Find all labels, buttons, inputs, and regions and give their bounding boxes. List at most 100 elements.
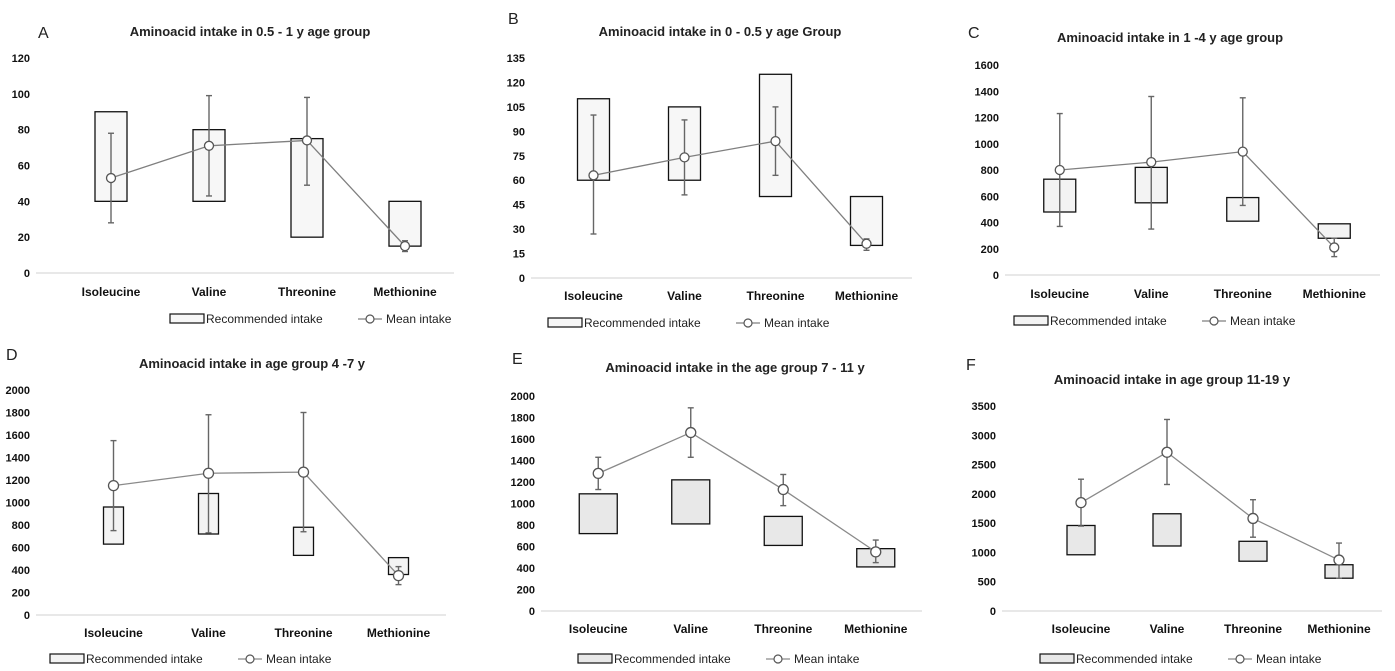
mean-intake-line <box>1080 451 1340 561</box>
legend: Recommended intake Mean intake <box>169 312 452 326</box>
x-category-label: Isoleucine <box>1030 287 1089 301</box>
recommended-bar-methionine <box>849 195 884 247</box>
y-tick-label: 0 <box>24 610 30 622</box>
x-category-label: Isoleucine <box>84 626 143 640</box>
panel-letter: D <box>6 347 18 364</box>
mean-point-methionine <box>1329 242 1340 253</box>
y-tick-label: 1600 <box>6 430 30 442</box>
mean-intake-line <box>597 431 877 553</box>
y-tick-label: 0 <box>529 606 535 618</box>
chart-title: Aminoacid intake in the age group 7 - 11… <box>605 360 865 375</box>
y-tick-label: 20 <box>18 232 30 244</box>
legend-swatch-recommended <box>169 313 205 324</box>
y-tick-label: 1200 <box>975 113 999 125</box>
x-category-label: Methionine <box>844 622 908 636</box>
y-tick-label: 3000 <box>972 430 996 442</box>
x-category-label: Methionine <box>373 285 437 299</box>
y-tick-label: 800 <box>517 520 535 532</box>
chart-panel-d: D Aminoacid intake in age group 4 -7 y 0 20… <box>6 347 446 666</box>
legend: Recommended intake Mean intake <box>547 316 830 330</box>
chart-panel-a: A Aminoacid intake in 0.5 - 1 y age group… <box>12 24 454 326</box>
y-tick-label: 800 <box>981 165 999 177</box>
y-tick-label: 100 <box>12 89 30 101</box>
x-category-label: Methionine <box>1307 622 1371 636</box>
y-tick-label: 0 <box>993 270 999 282</box>
legend-label-recommended: Recommended intake <box>1050 314 1167 328</box>
chart-title: Aminoacid intake in 1 -4 y age group <box>1057 30 1283 45</box>
legend-label-mean: Mean intake <box>1256 652 1322 666</box>
mean-point-isoleucine <box>105 172 117 184</box>
x-category-label: Methionine <box>367 626 431 640</box>
chart-title: Aminoacid intake in 0.5 - 1 y age group <box>130 24 371 39</box>
y-tick-label: 90 <box>513 126 525 138</box>
chart-panel-c: C Aminoacid intake in 1 -4 y age group 0 20… <box>968 25 1380 328</box>
legend-label-recommended: Recommended intake <box>584 316 701 330</box>
legend-swatch-mean-marker <box>365 314 375 324</box>
mean-point-valine <box>685 426 697 439</box>
y-tick-label: 120 <box>12 53 30 65</box>
y-tick-label: 500 <box>978 577 996 589</box>
y-tick-label: 40 <box>18 196 30 208</box>
y-tick-label: 60 <box>513 175 525 187</box>
x-category-label: Threonine <box>746 289 804 303</box>
mean-point-methionine <box>392 569 405 582</box>
legend-label-recommended: Recommended intake <box>1076 652 1193 666</box>
panel-letter: A <box>38 25 49 42</box>
y-tick-label: 1800 <box>6 408 30 420</box>
y-tick-label: 1800 <box>511 413 535 425</box>
recommended-bar-threonine <box>1238 540 1268 562</box>
legend-label-mean: Mean intake <box>1230 314 1296 328</box>
y-tick-label: 2000 <box>511 391 535 403</box>
x-category-label: Valine <box>1150 622 1185 636</box>
panel-letter: C <box>968 25 980 42</box>
recommended-bar-isoleucine <box>578 493 618 535</box>
x-category-label: Threonine <box>1214 287 1272 301</box>
mean-point-methionine <box>399 240 411 252</box>
x-category-label: Valine <box>192 285 227 299</box>
x-category-label: Methionine <box>1303 287 1367 301</box>
y-tick-label: 0 <box>990 606 996 618</box>
chart-title: Aminoacid intake in age group 11-19 y <box>1054 372 1291 387</box>
legend-label-recommended: Recommended intake <box>614 652 731 666</box>
y-tick-label: 800 <box>12 520 30 532</box>
legend-label-recommended: Recommended intake <box>206 312 323 326</box>
recommended-bar-methionine <box>388 200 422 247</box>
x-category-label: Valine <box>1134 287 1169 301</box>
legend-swatch-recommended <box>49 653 85 664</box>
mean-point-isoleucine <box>588 170 599 181</box>
y-tick-label: 3500 <box>972 401 996 413</box>
mean-point-valine <box>1146 156 1157 168</box>
y-tick-label: 600 <box>12 543 30 555</box>
legend: Recommended intake Mean intake <box>1013 314 1296 328</box>
x-category-label: Valine <box>673 622 708 636</box>
y-tick-label: 400 <box>981 218 999 230</box>
legend-swatch-recommended <box>1013 315 1049 326</box>
x-category-label: Threonine <box>274 626 332 640</box>
mean-point-methionine <box>1333 554 1345 566</box>
y-tick-label: 30 <box>513 224 525 236</box>
y-tick-label: 200 <box>981 244 999 256</box>
x-category-label: Isoleucine <box>1052 622 1111 636</box>
mean-point-methionine <box>861 238 872 249</box>
y-tick-label: 1200 <box>511 477 535 489</box>
chart-panel-e: E Aminoacid intake in the age group 7 - 1… <box>511 351 922 666</box>
y-tick-label: 1000 <box>511 499 535 511</box>
y-tick-label: 1000 <box>972 547 996 559</box>
x-category-label: Threonine <box>1224 622 1282 636</box>
y-tick-label: 2000 <box>6 385 30 397</box>
legend: Recommended intake Mean intake <box>1039 652 1322 666</box>
y-tick-label: 1400 <box>6 453 30 465</box>
x-category-label: Threonine <box>278 285 336 299</box>
legend-swatch-recommended <box>547 317 583 328</box>
x-category-label: Methionine <box>835 289 899 303</box>
mean-point-methionine <box>870 546 882 558</box>
y-tick-label: 1500 <box>972 518 996 530</box>
legend-swatch-mean-marker <box>773 654 783 664</box>
mean-point-threonine <box>770 135 781 147</box>
y-tick-label: 105 <box>507 102 525 114</box>
mean-point-valine <box>1161 446 1173 458</box>
mean-intake-line <box>110 139 406 247</box>
mean-point-valine <box>679 152 690 163</box>
y-tick-label: 1000 <box>6 498 30 510</box>
mean-intake-line <box>113 471 399 577</box>
